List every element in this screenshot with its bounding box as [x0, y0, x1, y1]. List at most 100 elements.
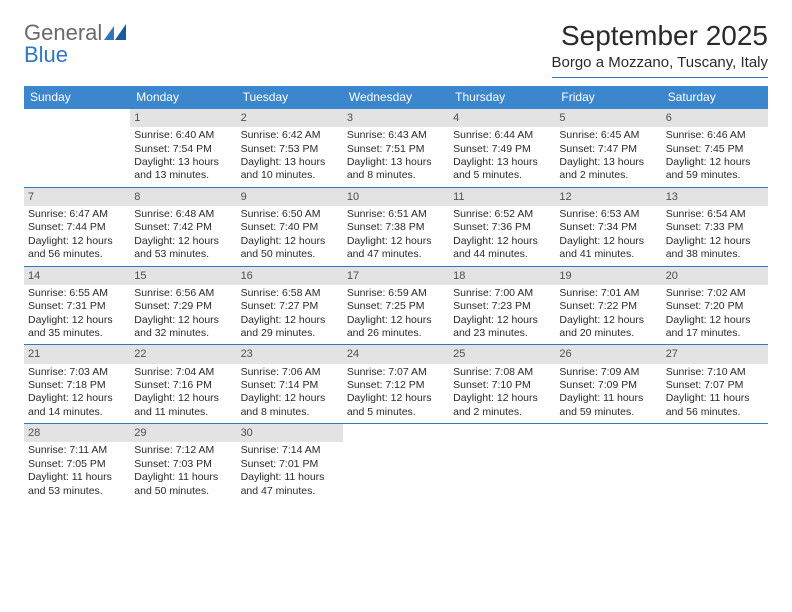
daylight-text: Daylight: 13 hours and 5 minutes.	[453, 156, 551, 183]
day-number: 28	[24, 424, 130, 442]
sunrise-text: Sunrise: 6:43 AM	[347, 129, 445, 142]
daylight-text: Daylight: 12 hours and 44 minutes.	[453, 235, 551, 262]
day-number: 30	[237, 424, 343, 442]
page: General Blue September 2025 Borgo a Mozz…	[0, 0, 792, 502]
day-number: 17	[343, 267, 449, 285]
daylight-text: Daylight: 12 hours and 56 minutes.	[28, 235, 126, 262]
day-cell: 30 Sunrise: 7:14 AMSunset: 7:01 PMDayligh…	[237, 424, 343, 502]
day-cell: 1Sunrise: 6:40 AMSunset: 7:54 PMDaylight…	[130, 109, 236, 187]
daylight-text: Daylight: 12 hours and 38 minutes.	[666, 235, 764, 262]
day-number: 14	[24, 267, 130, 285]
day-cell: 27 Sunrise: 7:10 AMSunset: 7:07 PMDayligh…	[662, 345, 768, 423]
day-cell: 16Sunrise: 6:58 AMSunset: 7:27 PMDayligh…	[237, 267, 343, 345]
day-number: 22	[130, 345, 236, 363]
daylight-text: Daylight: 11 hours and 50 minutes.	[134, 471, 232, 498]
day-cell: 21Sunrise: 7:03 AMSunset: 7:18 PMDayligh…	[24, 345, 130, 423]
weekday-header: Friday	[555, 86, 661, 109]
daylight-text: Daylight: 13 hours and 10 minutes.	[241, 156, 339, 183]
sunrise-text: Sunrise: 7:14 AM	[241, 444, 339, 457]
day-cell: 28Sunrise: 7:11 AMSunset: 7:05 PMDayligh…	[24, 424, 130, 502]
day-cell: 22Sunrise: 7:04 AMSunset: 7:16 PMDayligh…	[130, 345, 236, 423]
week-row: 14Sunrise: 6:55 AMSunset: 7:31 PMDayligh…	[24, 267, 768, 345]
weekday-header-row: Sunday Monday Tuesday Wednesday Thursday…	[24, 86, 768, 109]
sunset-text: Sunset: 7:33 PM	[666, 221, 764, 234]
day-number: 13	[662, 188, 768, 206]
sunset-text: Sunset: 7:22 PM	[559, 300, 657, 313]
sunset-text: Sunset: 7:49 PM	[453, 143, 551, 156]
page-subtitle: Borgo a Mozzano, Tuscany, Italy	[552, 54, 769, 75]
sunset-text: Sunset: 7:44 PM	[28, 221, 126, 234]
day-number: 24	[343, 345, 449, 363]
day-number: 20	[662, 267, 768, 285]
sunset-text: Sunset: 7:07 PM	[666, 379, 764, 392]
day-cell: 11Sunrise: 6:52 AMSunset: 7:36 PMDayligh…	[449, 188, 555, 266]
day-cell: 24Sunrise: 7:07 AMSunset: 7:12 PMDayligh…	[343, 345, 449, 423]
header: General Blue September 2025 Borgo a Mozz…	[24, 20, 768, 78]
sunrise-text: Sunrise: 7:11 AM	[28, 444, 126, 457]
sunrise-text: Sunrise: 6:50 AM	[241, 208, 339, 221]
sunrise-text: Sunrise: 7:12 AM	[134, 444, 232, 457]
day-number: 10	[343, 188, 449, 206]
daylight-text: Daylight: 12 hours and 59 minutes.	[666, 156, 764, 183]
sunrise-text: Sunrise: 6:40 AM	[134, 129, 232, 142]
sunset-text: Sunset: 7:40 PM	[241, 221, 339, 234]
day-number: 1	[130, 109, 236, 127]
sunrise-text: Sunrise: 7:10 AM	[666, 366, 764, 379]
day-cell: 14Sunrise: 6:55 AMSunset: 7:31 PMDayligh…	[24, 267, 130, 345]
day-cell: 25Sunrise: 7:08 AMSunset: 7:10 PMDayligh…	[449, 345, 555, 423]
day-number: 11	[449, 188, 555, 206]
day-cell	[343, 424, 449, 502]
day-number: 26	[555, 345, 661, 363]
day-number: 9	[237, 188, 343, 206]
weekday-header: Monday	[130, 86, 236, 109]
sunset-text: Sunset: 7:14 PM	[241, 379, 339, 392]
sunset-text: Sunset: 7:38 PM	[347, 221, 445, 234]
day-cell: 3Sunrise: 6:43 AMSunset: 7:51 PMDaylight…	[343, 109, 449, 187]
day-cell: 18Sunrise: 7:00 AMSunset: 7:23 PMDayligh…	[449, 267, 555, 345]
day-number: 5	[555, 109, 661, 127]
sunrise-text: Sunrise: 7:06 AM	[241, 366, 339, 379]
sunrise-text: Sunrise: 6:51 AM	[347, 208, 445, 221]
sunset-text: Sunset: 7:01 PM	[241, 458, 339, 471]
day-cell	[555, 424, 661, 502]
day-number: 21	[24, 345, 130, 363]
daylight-text: Daylight: 11 hours and 47 minutes.	[241, 471, 339, 498]
daylight-text: Daylight: 11 hours and 56 minutes.	[666, 392, 764, 419]
brand-logo: General Blue	[24, 20, 126, 68]
day-cell	[662, 424, 768, 502]
day-number: 2	[237, 109, 343, 127]
daylight-text: Daylight: 11 hours and 53 minutes.	[28, 471, 126, 498]
daylight-text: Daylight: 12 hours and 23 minutes.	[453, 314, 551, 341]
daylight-text: Daylight: 13 hours and 2 minutes.	[559, 156, 657, 183]
daylight-text: Daylight: 12 hours and 2 minutes.	[453, 392, 551, 419]
day-number: 15	[130, 267, 236, 285]
daylight-text: Daylight: 12 hours and 41 minutes.	[559, 235, 657, 262]
day-cell: 7Sunrise: 6:47 AMSunset: 7:44 PMDaylight…	[24, 188, 130, 266]
day-number: 7	[24, 188, 130, 206]
sunrise-text: Sunrise: 7:03 AM	[28, 366, 126, 379]
day-cell: 10Sunrise: 6:51 AMSunset: 7:38 PMDayligh…	[343, 188, 449, 266]
day-number: 4	[449, 109, 555, 127]
sunrise-text: Sunrise: 7:09 AM	[559, 366, 657, 379]
sunrise-text: Sunrise: 6:59 AM	[347, 287, 445, 300]
day-number: 27	[662, 345, 768, 363]
daylight-text: Daylight: 12 hours and 35 minutes.	[28, 314, 126, 341]
day-number: 23	[237, 345, 343, 363]
day-number: 6	[662, 109, 768, 127]
sunset-text: Sunset: 7:42 PM	[134, 221, 232, 234]
sunrise-text: Sunrise: 6:42 AM	[241, 129, 339, 142]
weekday-header: Wednesday	[343, 86, 449, 109]
day-number: 16	[237, 267, 343, 285]
daylight-text: Daylight: 12 hours and 8 minutes.	[241, 392, 339, 419]
daylight-text: Daylight: 12 hours and 32 minutes.	[134, 314, 232, 341]
day-cell: 29Sunrise: 7:12 AMSunset: 7:03 PMDayligh…	[130, 424, 236, 502]
day-cell	[449, 424, 555, 502]
day-number: 25	[449, 345, 555, 363]
sunset-text: Sunset: 7:51 PM	[347, 143, 445, 156]
sunrise-text: Sunrise: 7:08 AM	[453, 366, 551, 379]
week-row: 7Sunrise: 6:47 AMSunset: 7:44 PMDaylight…	[24, 188, 768, 266]
sunset-text: Sunset: 7:53 PM	[241, 143, 339, 156]
daylight-text: Daylight: 12 hours and 26 minutes.	[347, 314, 445, 341]
week-row: 21Sunrise: 7:03 AMSunset: 7:18 PMDayligh…	[24, 345, 768, 423]
day-cell: 13Sunrise: 6:54 AMSunset: 7:33 PMDayligh…	[662, 188, 768, 266]
